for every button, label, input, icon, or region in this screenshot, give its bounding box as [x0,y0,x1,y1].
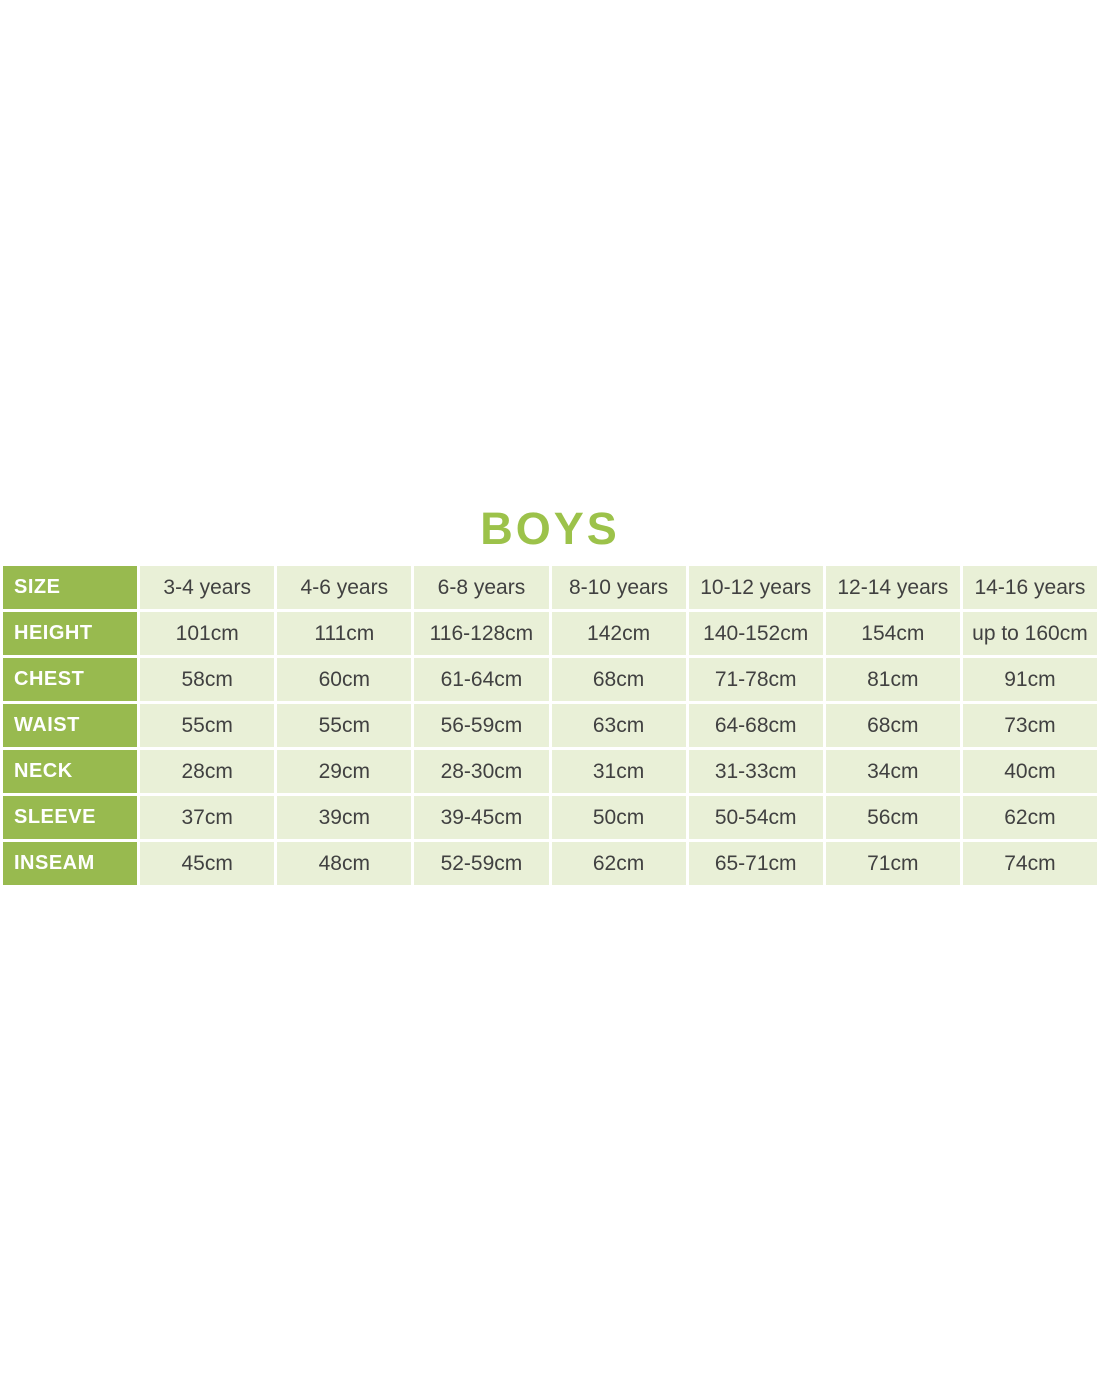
waist-cell: 63cm [551,704,686,747]
sleeve-cell: 39-45cm [414,796,549,839]
table-row-height: HEIGHT 101cm 111cm 116-128cm 142cm 140-1… [3,612,1097,655]
table-row-waist: WAIST 55cm 55cm 56-59cm 63cm 64-68cm 68c… [3,704,1097,747]
waist-cell: 73cm [962,704,1097,747]
row-label-height: HEIGHT [3,612,138,655]
sleeve-cell: 39cm [277,796,412,839]
size-cell: 3-4 years [140,566,275,609]
height-cell: 101cm [140,612,275,655]
height-cell: up to 160cm [962,612,1097,655]
height-cell: 111cm [277,612,412,655]
chest-cell: 58cm [140,658,275,701]
size-cell: 6-8 years [414,566,549,609]
sleeve-cell: 50cm [551,796,686,839]
chest-cell: 71-78cm [688,658,823,701]
boys-size-chart: SIZE 3-4 years 4-6 years 6-8 years 8-10 … [0,563,1100,888]
neck-cell: 28-30cm [414,750,549,793]
size-chart-body: SIZE 3-4 years 4-6 years 6-8 years 8-10 … [3,566,1097,885]
table-row-sleeve: SLEEVE 37cm 39cm 39-45cm 50cm 50-54cm 56… [3,796,1097,839]
height-cell: 116-128cm [414,612,549,655]
table-row-chest: CHEST 58cm 60cm 61-64cm 68cm 71-78cm 81c… [3,658,1097,701]
waist-cell: 64-68cm [688,704,823,747]
height-cell: 140-152cm [688,612,823,655]
size-cell: 12-14 years [825,566,960,609]
neck-cell: 28cm [140,750,275,793]
waist-cell: 55cm [140,704,275,747]
page-title: BOYS [480,503,620,554]
inseam-cell: 71cm [825,842,960,885]
sleeve-cell: 62cm [962,796,1097,839]
row-label-chest: CHEST [3,658,138,701]
size-cell: 14-16 years [962,566,1097,609]
size-cell: 8-10 years [551,566,686,609]
neck-cell: 40cm [962,750,1097,793]
neck-cell: 29cm [277,750,412,793]
row-label-inseam: INSEAM [3,842,138,885]
chest-cell: 91cm [962,658,1097,701]
chest-cell: 60cm [277,658,412,701]
neck-cell: 31-33cm [688,750,823,793]
height-cell: 154cm [825,612,960,655]
table-row-size: SIZE 3-4 years 4-6 years 6-8 years 8-10 … [3,566,1097,609]
size-cell: 4-6 years [277,566,412,609]
row-label-size: SIZE [3,566,138,609]
table-row-neck: NECK 28cm 29cm 28-30cm 31cm 31-33cm 34cm… [3,750,1097,793]
inseam-cell: 52-59cm [414,842,549,885]
inseam-cell: 45cm [140,842,275,885]
waist-cell: 68cm [825,704,960,747]
inseam-cell: 65-71cm [688,842,823,885]
size-cell: 10-12 years [688,566,823,609]
chest-cell: 81cm [825,658,960,701]
table-row-inseam: INSEAM 45cm 48cm 52-59cm 62cm 65-71cm 71… [3,842,1097,885]
inseam-cell: 48cm [277,842,412,885]
chest-cell: 61-64cm [414,658,549,701]
row-label-neck: NECK [3,750,138,793]
neck-cell: 34cm [825,750,960,793]
height-cell: 142cm [551,612,686,655]
waist-cell: 55cm [277,704,412,747]
chest-cell: 68cm [551,658,686,701]
inseam-cell: 62cm [551,842,686,885]
waist-cell: 56-59cm [414,704,549,747]
sleeve-cell: 37cm [140,796,275,839]
sleeve-cell: 50-54cm [688,796,823,839]
sleeve-cell: 56cm [825,796,960,839]
inseam-cell: 74cm [962,842,1097,885]
row-label-waist: WAIST [3,704,138,747]
row-label-sleeve: SLEEVE [3,796,138,839]
neck-cell: 31cm [551,750,686,793]
